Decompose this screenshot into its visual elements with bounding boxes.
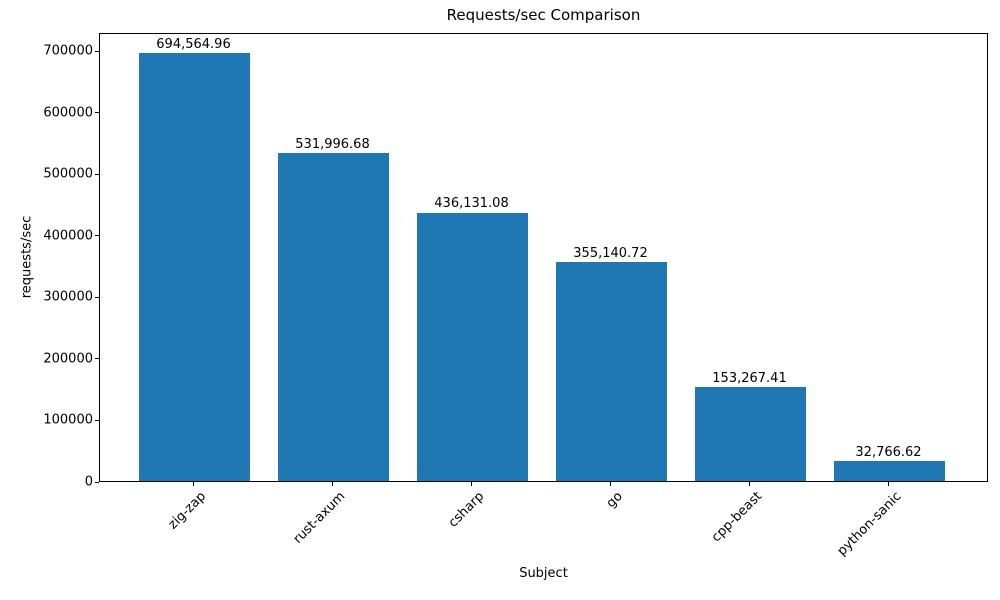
x-tick-label: csharp bbox=[445, 489, 488, 531]
bar-value-label: 153,267.41 bbox=[712, 370, 787, 386]
x-tick-mark bbox=[888, 482, 889, 486]
x-tick-label: zig-zap bbox=[165, 489, 210, 533]
bar-value-label: 694,564.96 bbox=[156, 37, 231, 53]
bar-cpp-beast bbox=[695, 386, 806, 481]
x-tick-label: cpp-beast bbox=[708, 489, 766, 546]
x-tick-label: rust-axum bbox=[290, 489, 349, 547]
x-axis-label: Subject bbox=[519, 566, 568, 581]
bar-value-label: 32,766.62 bbox=[855, 444, 922, 460]
y-tick-label: 200000 bbox=[43, 351, 93, 367]
chart-title: Requests/sec Comparison bbox=[446, 6, 641, 24]
y-tick-label: 100000 bbox=[43, 412, 93, 428]
y-tick-mark bbox=[95, 235, 99, 237]
x-tick-mark bbox=[610, 482, 611, 486]
x-tick-mark bbox=[749, 482, 750, 486]
x-tick-label: go bbox=[604, 489, 627, 512]
y-tick-mark bbox=[95, 419, 99, 421]
y-tick-label: 700000 bbox=[43, 43, 93, 59]
y-tick-mark bbox=[95, 173, 99, 175]
y-tick-label: 0 bbox=[84, 474, 93, 490]
y-tick-mark bbox=[95, 358, 99, 360]
x-tick-mark bbox=[471, 482, 472, 486]
bar-value-label: 355,140.72 bbox=[573, 246, 648, 262]
plot-area bbox=[99, 33, 988, 482]
y-tick-mark bbox=[95, 50, 99, 52]
bar-go bbox=[556, 262, 667, 481]
bar-rust-axum bbox=[278, 153, 389, 481]
x-tick-mark bbox=[193, 482, 194, 486]
bar-value-label: 436,131.08 bbox=[434, 196, 509, 212]
bar-python-sanic bbox=[834, 460, 945, 481]
y-tick-label: 400000 bbox=[43, 228, 93, 244]
x-tick-mark bbox=[332, 482, 333, 486]
y-axis-label: requests/sec bbox=[19, 215, 35, 299]
y-tick-label: 600000 bbox=[43, 105, 93, 121]
y-tick-label: 300000 bbox=[43, 289, 93, 305]
y-tick-mark bbox=[95, 296, 99, 298]
bar-value-label: 531,996.68 bbox=[295, 137, 370, 153]
bar-zig-zap bbox=[139, 53, 250, 481]
y-tick-label: 500000 bbox=[43, 166, 93, 182]
y-tick-mark bbox=[95, 112, 99, 114]
y-tick-mark bbox=[95, 481, 99, 483]
x-tick-label: python-sanic bbox=[834, 489, 905, 559]
bar-csharp bbox=[417, 212, 528, 481]
